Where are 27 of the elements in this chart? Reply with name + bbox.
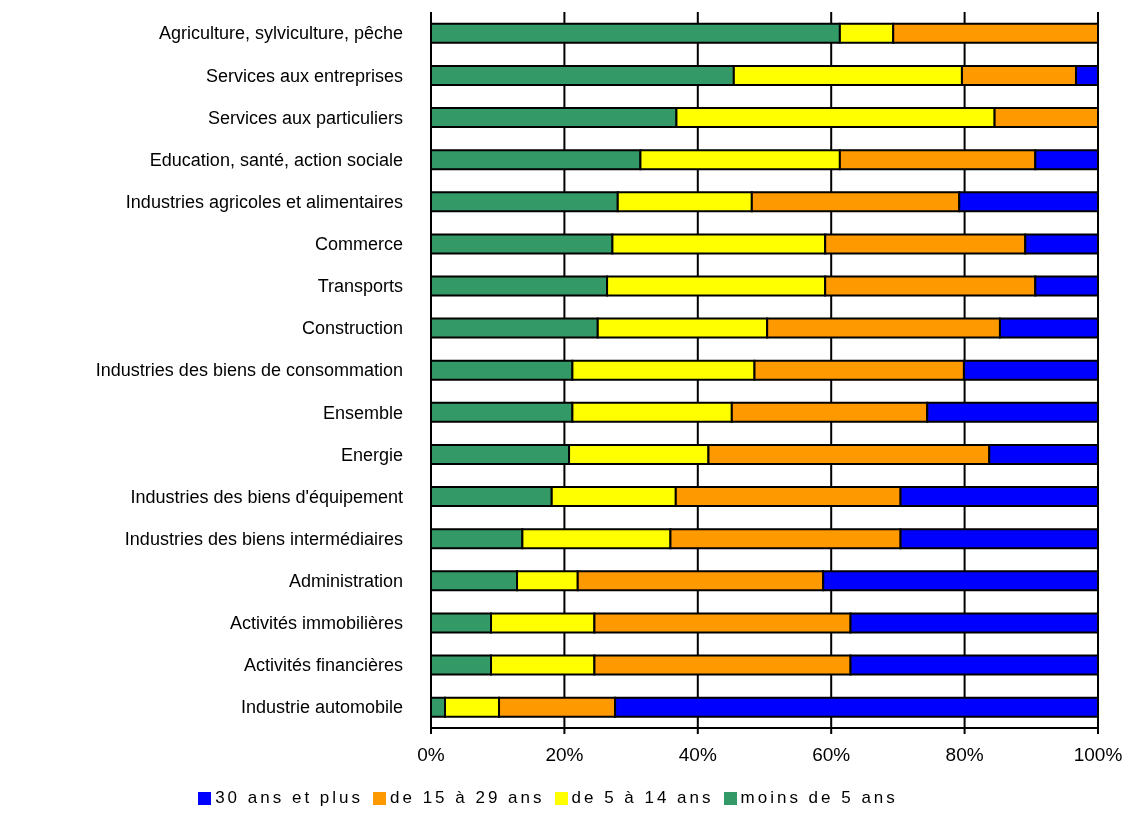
y-tick-label: Construction xyxy=(301,318,403,339)
y-tick-label: Activités financières xyxy=(243,655,403,676)
y-tick-label: Industries agricoles et alimentaires xyxy=(125,191,403,212)
x-tick-label: 0% xyxy=(417,744,445,766)
y-tick-label: Commerce xyxy=(314,234,403,255)
legend-label: de 5 à 14 ans xyxy=(571,788,714,807)
x-tick-label: 40% xyxy=(678,744,717,766)
legend-label: de 15 à 29 ans xyxy=(390,788,545,807)
y-tick-label: Ensemble xyxy=(322,402,403,423)
y-tick-label: Education, santé, action sociale xyxy=(149,149,403,170)
legend-label: moins de 5 ans xyxy=(740,788,898,807)
y-tick-label: Agriculture, sylviculture, pêche xyxy=(158,23,403,44)
y-tick-label: Industries des biens intermédiaires xyxy=(124,528,403,549)
x-tick-label: 60% xyxy=(812,744,851,766)
y-tick-label: Energie xyxy=(340,444,403,465)
y-tick-label: Industries des biens de consommation xyxy=(95,360,403,381)
y-tick-label: Activités immobilières xyxy=(229,613,403,634)
legend-label: 30 ans et plus xyxy=(215,788,364,807)
x-tick-label: 80% xyxy=(945,744,984,766)
y-tick-label: Transports xyxy=(317,276,403,297)
x-tick-label: 20% xyxy=(545,744,584,766)
x-tick-label: 100% xyxy=(1073,744,1123,766)
y-tick-label: Services aux particuliers xyxy=(207,107,403,128)
y-tick-label: Administration xyxy=(288,570,403,591)
y-tick-label: Services aux entreprises xyxy=(205,65,403,86)
y-tick-label: Industries des biens d'équipement xyxy=(130,486,403,507)
y-tick-label: Industrie automobile xyxy=(240,697,403,718)
